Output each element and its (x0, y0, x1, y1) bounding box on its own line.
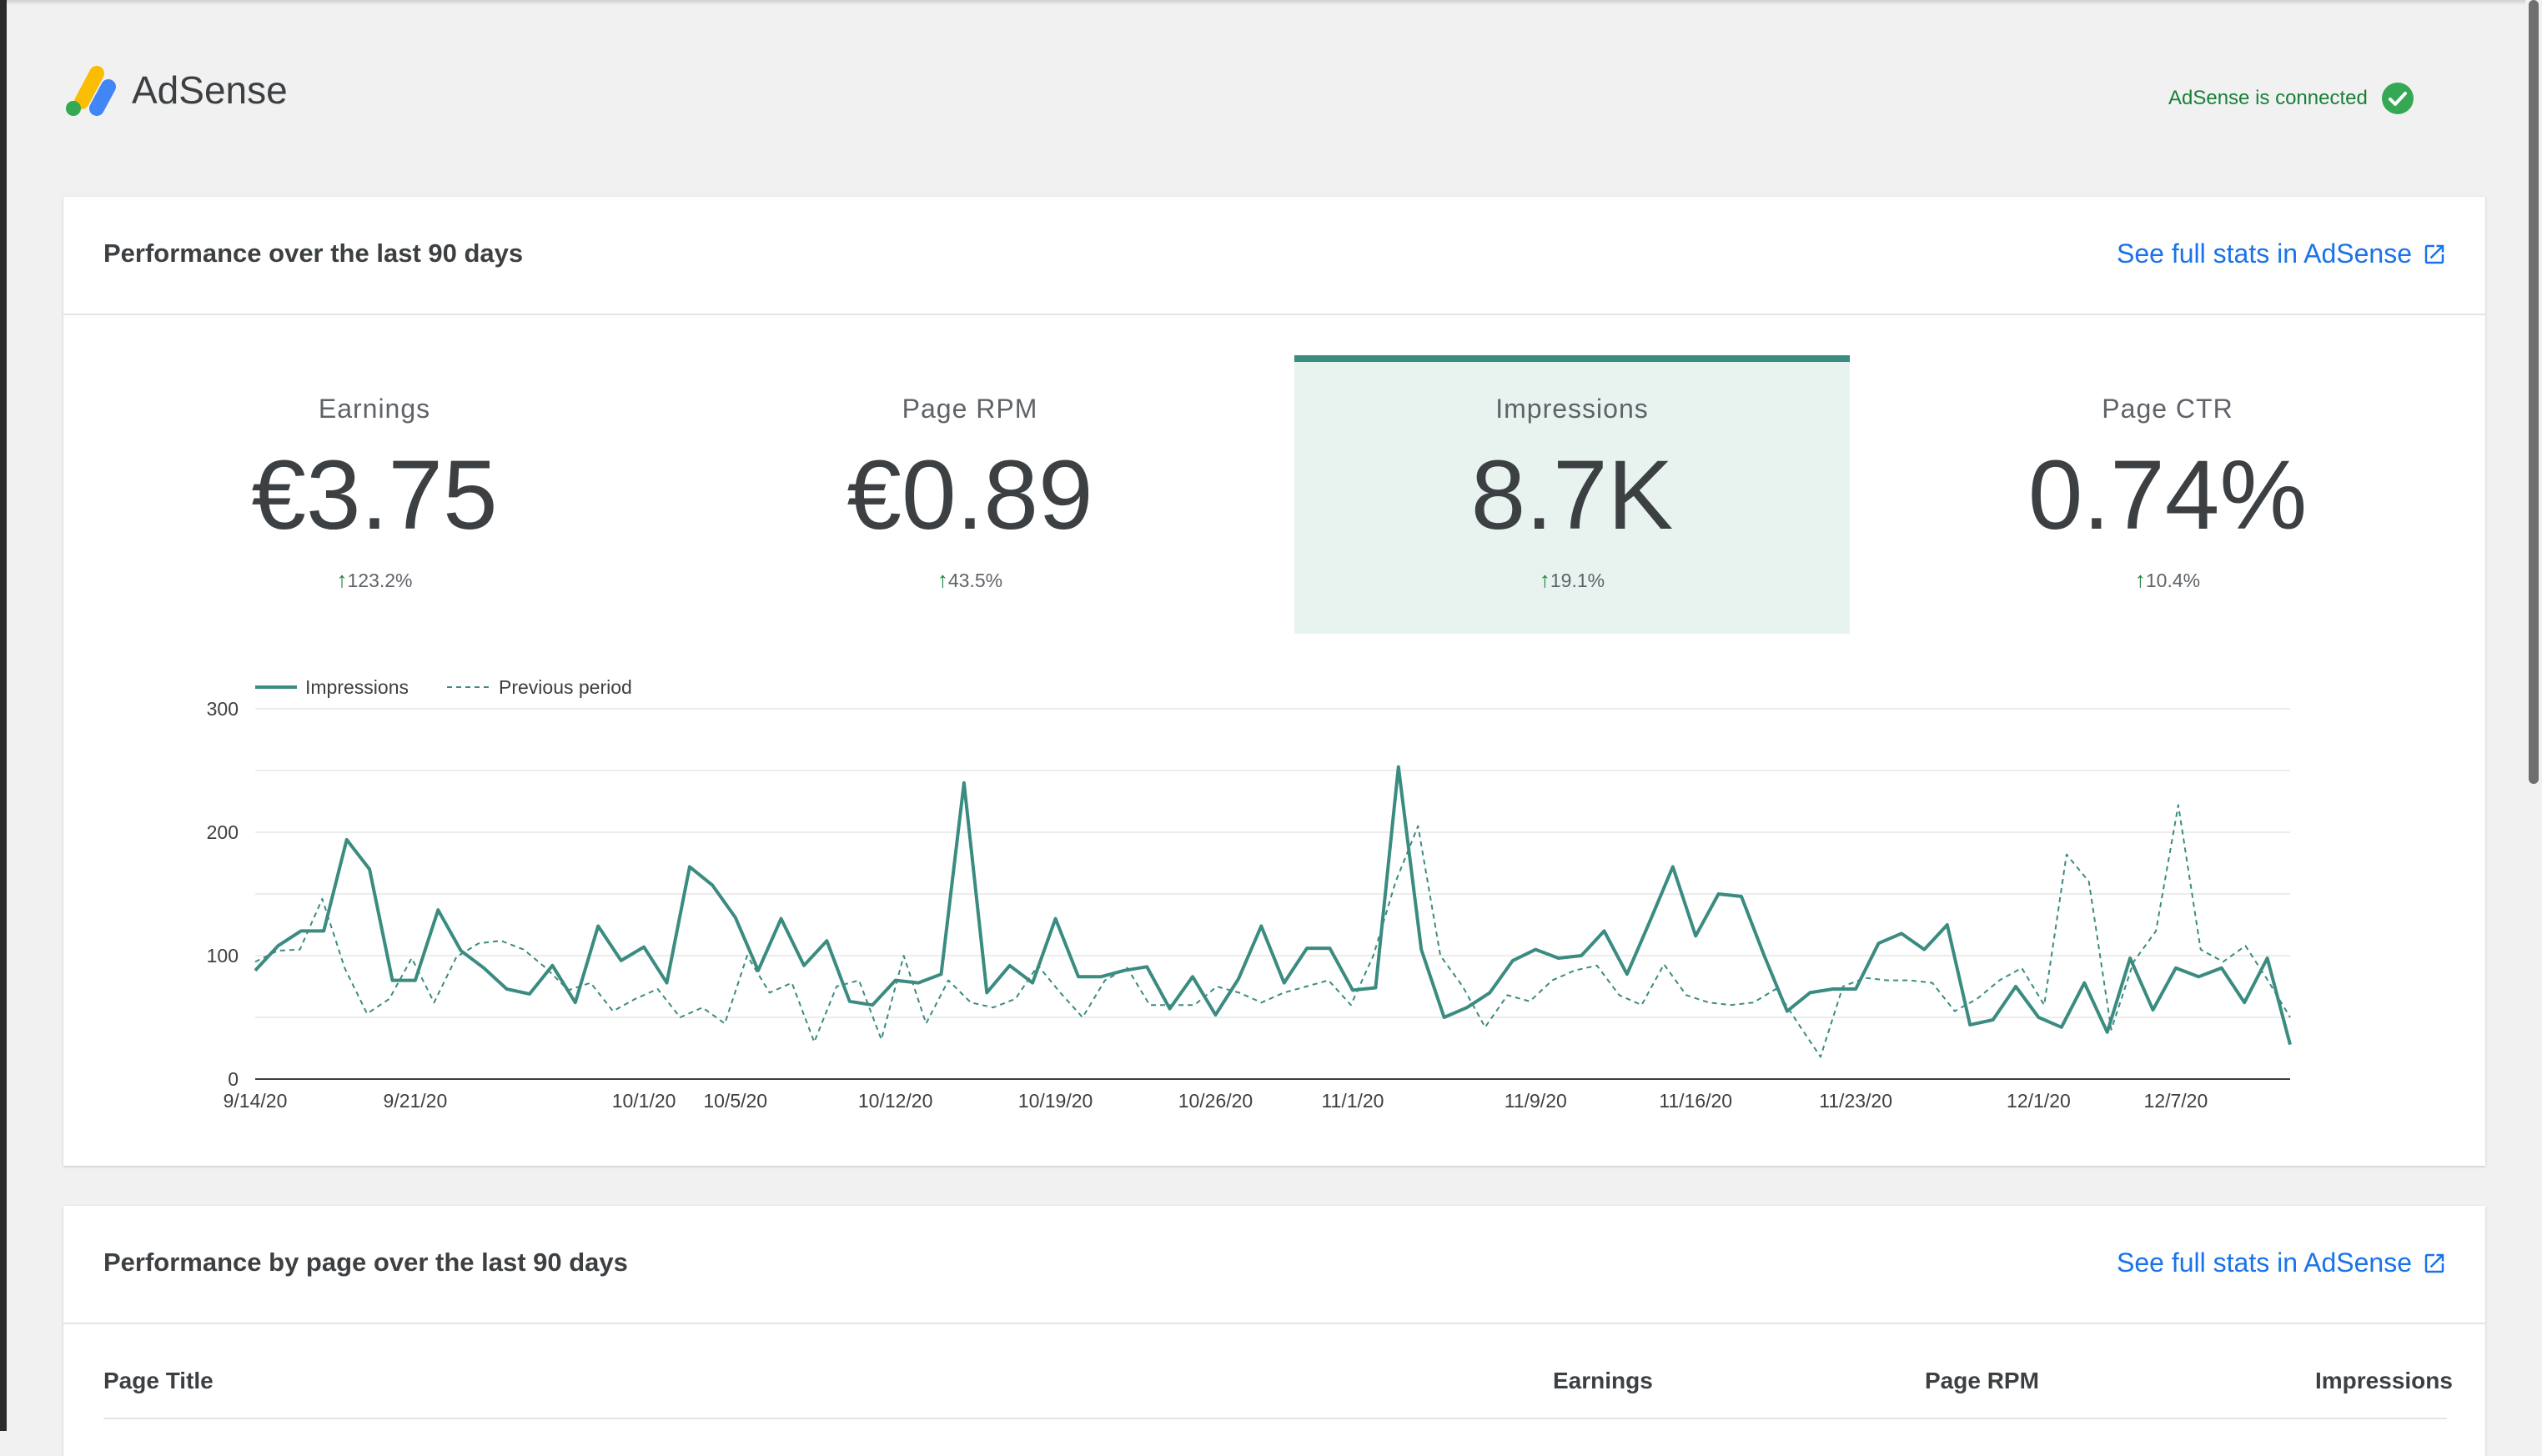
column-header-earnings[interactable]: Earnings (1553, 1368, 1653, 1393)
x-tick-label: 10/26/20 (1178, 1090, 1253, 1112)
table-divider (103, 1418, 2447, 1419)
brand-name: AdSense (132, 68, 288, 112)
external-link-icon[interactable] (2422, 1251, 2447, 1276)
window-edge (0, 0, 7, 1431)
legend-label-impressions: Impressions (305, 676, 409, 698)
see-full-stats-link[interactable]: See full stats in AdSense (2117, 238, 2447, 269)
metric-value: 0.74% (2027, 440, 2308, 550)
x-tick-label: 10/19/20 (1018, 1090, 1093, 1112)
metric-change-value: 123.2% (347, 570, 413, 591)
see-full-stats-label[interactable]: See full stats in AdSense (2117, 1248, 2412, 1278)
metric-label: Impressions (1495, 394, 1649, 424)
x-tick-label: 11/16/20 (1659, 1090, 1732, 1112)
connection-status: AdSense is connected (2168, 82, 2414, 115)
legend-label-previous-period: Previous period (499, 676, 632, 698)
metric-change: ↑10.4% (1890, 567, 2445, 593)
metric-label: Earnings (318, 394, 431, 424)
metric-change: ↑123.2% (97, 567, 652, 593)
arrow-up-icon: ↑ (937, 567, 948, 592)
metric-earnings[interactable]: Earnings €3.75 ↑123.2% (97, 355, 652, 634)
metric-value: €0.89 (846, 440, 1093, 550)
metric-value: €3.75 (251, 440, 498, 550)
check-circle-icon (2381, 83, 2414, 114)
x-tick-label: 12/1/20 (2007, 1090, 2071, 1112)
metric-page-rpm[interactable]: Page RPM €0.89 ↑43.5% (692, 355, 1248, 634)
impressions-line (254, 765, 2292, 1046)
x-tick-label: 11/9/20 (1505, 1090, 1567, 1112)
metric-label: Page CTR (2102, 394, 2233, 424)
see-full-stats-label[interactable]: See full stats in AdSense (2117, 238, 2412, 269)
column-header-page-rpm[interactable]: Page RPM (1925, 1368, 2039, 1393)
y-tick-label: 200 (207, 821, 239, 843)
metric-change: ↑43.5% (692, 567, 1248, 593)
y-tick-label: 0 (228, 1068, 239, 1090)
performance-card-header: Performance over the last 90 days See fu… (63, 197, 2485, 315)
x-tick-label: 12/7/20 (2144, 1090, 2208, 1112)
y-tick-label: 100 (207, 945, 239, 966)
adsense-brand: AdSense (62, 63, 288, 117)
metric-change-value: 10.4% (2145, 570, 2201, 591)
x-tick-label: 10/12/20 (858, 1090, 933, 1112)
external-link-icon[interactable] (2422, 242, 2447, 267)
see-full-stats-link-2[interactable]: See full stats in AdSense (2117, 1248, 2447, 1278)
performance-by-page-header: Performance by page over the last 90 day… (63, 1206, 2485, 1324)
arrow-up-icon: ↑ (336, 567, 348, 592)
y-tick-label: 300 (207, 698, 239, 720)
x-tick-label: 10/1/20 (612, 1090, 676, 1112)
x-tick-label: 10/5/20 (703, 1090, 767, 1112)
top-shadow (0, 0, 2542, 5)
column-header-page-title[interactable]: Page Title (103, 1368, 214, 1393)
metric-value: 8.7K (1470, 440, 1674, 550)
previous-period-line (254, 804, 2291, 1058)
x-tick-label: 11/1/20 (1321, 1090, 1384, 1112)
arrow-up-icon: ↑ (2134, 567, 2146, 592)
metric-page-ctr[interactable]: Page CTR 0.74% ↑10.4% (1890, 355, 2445, 634)
impressions-chart: 0 100 200 300 9/14/20 9/21/20 10/1/20 10/5/20 10… (207, 676, 2292, 1112)
metric-impressions[interactable]: Impressions 8.7K ↑19.1% (1294, 355, 1850, 634)
adsense-logo-icon (66, 66, 116, 116)
x-tick-label: 9/21/20 (384, 1090, 448, 1112)
metric-change-value: 19.1% (1550, 570, 1605, 591)
metric-label: Page RPM (902, 394, 1038, 424)
performance-by-page-title: Performance by page over the last 90 day… (103, 1248, 628, 1277)
metric-change-value: 43.5% (947, 570, 1003, 591)
performance-card: Performance over the last 90 days See fu… (63, 197, 2485, 1166)
connection-status-text: AdSense is connected (2168, 87, 2368, 109)
performance-title: Performance over the last 90 days (103, 238, 524, 268)
column-header-impressions[interactable]: Impressions (2315, 1368, 2453, 1393)
performance-by-page-card: Performance by page over the last 90 day… (63, 1206, 2485, 1456)
x-tick-label: 9/14/20 (224, 1090, 288, 1112)
arrow-up-icon: ↑ (1539, 567, 1550, 592)
metric-change: ↑19.1% (1294, 567, 1850, 593)
scrollbar-thumb[interactable] (2529, 0, 2539, 784)
x-tick-label: 11/23/20 (1819, 1090, 1892, 1112)
